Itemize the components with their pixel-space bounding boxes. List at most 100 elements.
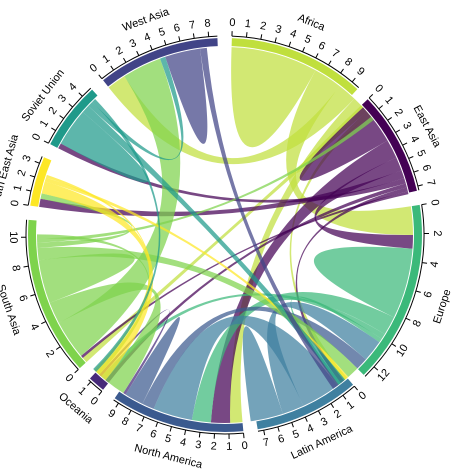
flow-south-asia-to-north-america [49, 282, 161, 394]
tick-label-africa-6: 6 [316, 40, 327, 53]
flow-ribbons [36, 47, 414, 424]
tick-label-latin-america-2: 2 [332, 408, 344, 421]
region-sectors [27, 38, 422, 432]
tick-label-south-asia-10: 10 [7, 231, 19, 243]
tick-west-asia-7 [192, 33, 195, 39]
region-label-east-asia: East Asia [411, 103, 444, 150]
tick-west-asia-6 [178, 36, 181, 42]
tick-label-latin-america-3: 3 [319, 415, 330, 428]
tick-east-asia-2 [387, 117, 392, 121]
sector-soviet-union [50, 89, 98, 148]
tick-soviet-union-1 [51, 127, 56, 132]
tick-europe-4 [422, 262, 428, 264]
tick-label-soviet-union-0: 0 [30, 132, 43, 143]
tick-label-south-east-asia-1: 1 [12, 184, 25, 193]
tick-label-west-asia-4: 4 [142, 31, 152, 44]
tick-label-latin-america-7: 7 [262, 436, 270, 449]
tick-south-asia-6 [30, 294, 36, 297]
tick-africa-7 [328, 60, 332, 66]
flow-east-asia-to-south-east-asia [39, 170, 405, 217]
flow-soviet-union-to-europe [82, 105, 346, 385]
tick-soviet-union-0 [43, 140, 49, 144]
tick-south-east-asia-1 [25, 189, 32, 192]
tick-east-asia-7 [417, 184, 423, 187]
flow-soviet-union-to-soviet-union [60, 112, 149, 183]
tick-africa-5 [302, 46, 306, 52]
flow-east-asia-to-north-america [210, 140, 397, 424]
tick-east-asia-5 [408, 156, 414, 159]
tick-label-latin-america-5: 5 [291, 428, 301, 441]
axis-latin-america [257, 385, 355, 432]
flow-europe-to-europe [313, 246, 413, 318]
tick-label-east-asia-7: 7 [424, 178, 437, 187]
tick-north-america-5 [169, 426, 172, 432]
axis-soviet-union [47, 87, 92, 144]
tick-label-soviet-union-1: 1 [38, 118, 51, 130]
tick-label-east-asia-5: 5 [414, 148, 427, 158]
axis-south-east-asia [27, 156, 43, 206]
tick-label-west-asia-7: 7 [188, 19, 196, 32]
tick-label-europe-6: 6 [422, 290, 435, 299]
tick-label-south-asia-8: 8 [9, 264, 22, 272]
tick-label-west-asia-8: 8 [204, 17, 211, 29]
tick-label-europe-8: 8 [411, 318, 424, 329]
tick-africa-9 [351, 77, 356, 83]
tick-latin-america-5 [291, 422, 294, 428]
flow-africa-to-europe [286, 70, 414, 236]
tick-label-west-asia-5: 5 [157, 26, 166, 39]
tick-east-asia-0 [368, 94, 374, 99]
tick-north-america-3 [198, 432, 201, 438]
tick-label-africa-5: 5 [303, 33, 313, 46]
tick-label-africa-2: 2 [259, 20, 267, 33]
tick-south-asia-4 [41, 321, 47, 325]
axis-europe [364, 204, 425, 377]
tick-south-asia-8 [23, 265, 29, 268]
tick-europe-0 [421, 203, 427, 206]
tick-label-east-asia-3: 3 [400, 120, 413, 131]
tick-label-north-america-7: 7 [134, 422, 144, 435]
axis-south-asia [25, 219, 79, 370]
tick-label-africa-4: 4 [288, 28, 298, 41]
region-label-latin-america: Latin America [289, 422, 355, 461]
tick-label-latin-america-1: 1 [345, 399, 357, 412]
tick-latin-america-2 [330, 403, 335, 408]
tick-europe-8 [405, 317, 411, 321]
tick-africa-8 [340, 68, 344, 74]
tick-label-latin-america-6: 6 [277, 433, 286, 446]
tick-label-north-america-8: 8 [119, 415, 130, 428]
flow-east-asia-to-europe [314, 157, 413, 249]
flow-latin-america-to-europe [267, 302, 380, 414]
sector-europe [358, 204, 422, 375]
tick-latin-america-7 [263, 430, 266, 436]
tick-label-africa-9: 9 [354, 65, 366, 78]
tick-east-asia-6 [413, 169, 419, 173]
tick-label-africa-1: 1 [244, 18, 251, 31]
tick-label-north-america-2: 2 [210, 440, 217, 452]
tick-label-south-asia-6: 6 [16, 294, 29, 303]
tick-latin-america-3 [317, 410, 322, 416]
tick-west-asia-1 [110, 65, 115, 71]
axis-africa [231, 35, 360, 89]
tick-south-asia-2 [55, 346, 61, 350]
tick-label-soviet-union-3: 3 [56, 92, 69, 104]
flow-europe-to-north-america [191, 291, 394, 423]
region-label-africa: Africa [296, 12, 327, 34]
tick-label-europe-4: 4 [428, 260, 441, 268]
tick-east-asia-1 [378, 105, 383, 110]
tick-latin-america-0 [353, 385, 358, 391]
tick-south-east-asia-0 [23, 204, 29, 206]
tick-label-oceania-0: 0 [88, 395, 100, 408]
axis-north-america [113, 399, 244, 435]
tick-label-soviet-union-4: 4 [67, 81, 80, 94]
tick-europe-6 [415, 290, 421, 293]
sector-west-asia [103, 38, 218, 87]
tick-label-latin-america-0: 0 [357, 389, 369, 402]
tick-west-asia-0 [98, 74, 103, 79]
tick-north-america-6 [155, 422, 159, 428]
axis-west-asia [101, 35, 218, 80]
tick-label-south-east-asia-0: 0 [9, 199, 22, 207]
tick-label-east-asia-6: 6 [420, 163, 433, 173]
tick-west-asia-4 [149, 44, 153, 50]
